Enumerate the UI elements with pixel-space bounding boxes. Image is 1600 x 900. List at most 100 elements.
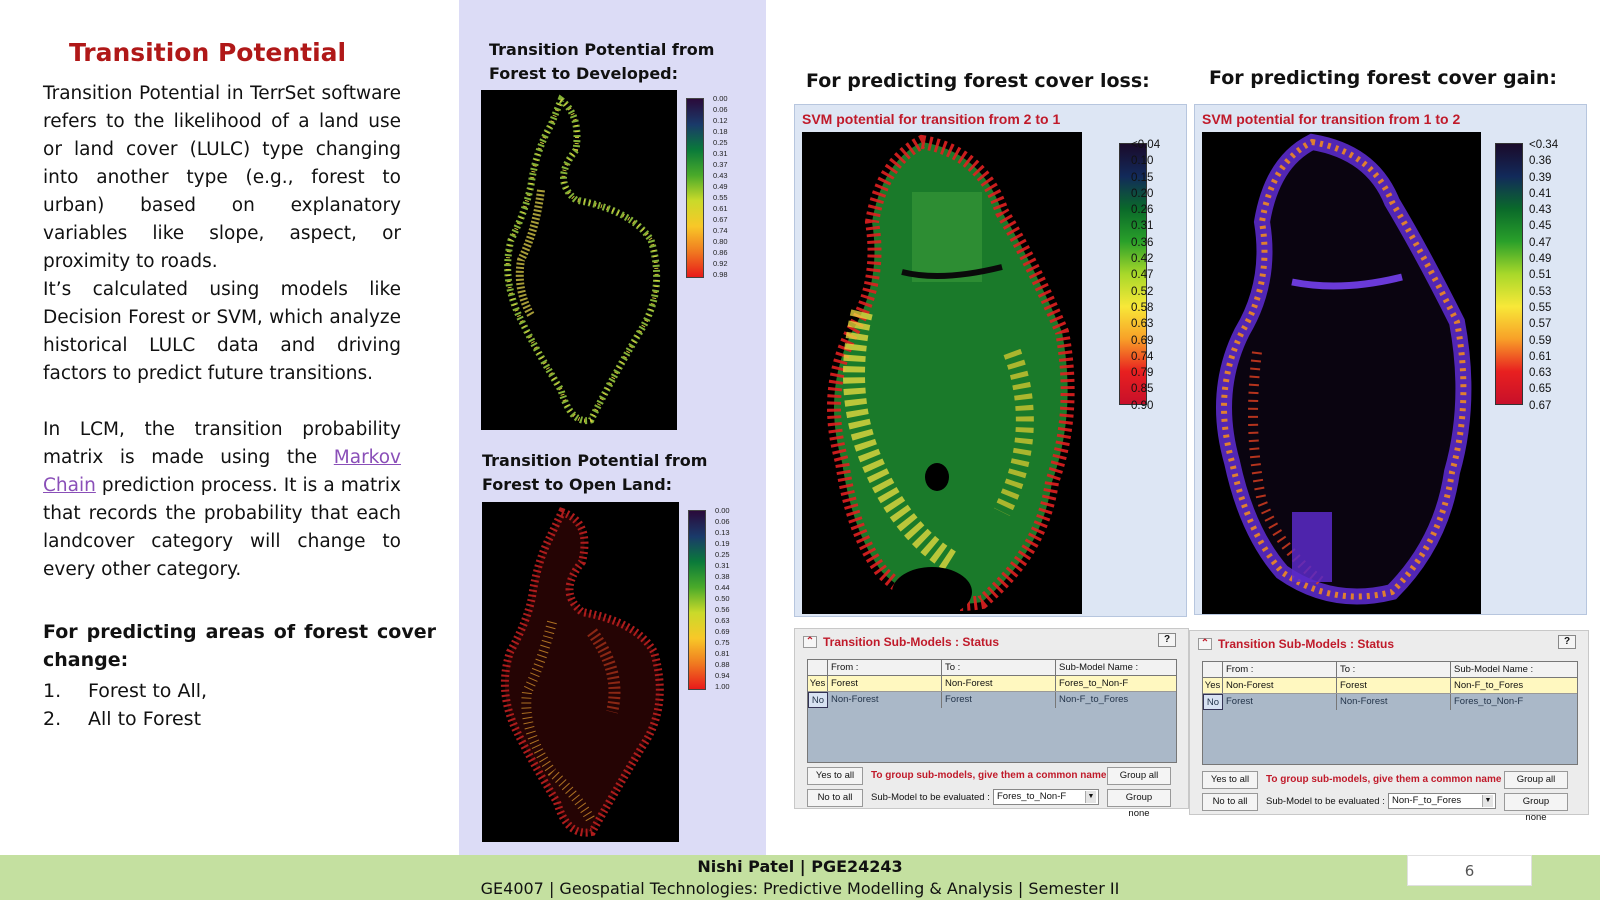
- yes-to-all-button[interactable]: Yes to all: [1202, 771, 1258, 789]
- submodel-dialog-loss: ⌃ Transition Sub-Models : Status ? From …: [794, 628, 1189, 819]
- svm-gain-title: SVM potential for transition from 1 to 2: [1202, 111, 1461, 127]
- grid-header-from: From :: [828, 660, 942, 675]
- svm-loss-legend-colorbar: [1119, 143, 1147, 405]
- legend-label: 0.00: [713, 94, 728, 103]
- legend-label: 0.26: [1131, 204, 1154, 217]
- paragraph-definition: Transition Potential in TerrSet software…: [43, 80, 401, 388]
- forest-change-list: 1. Forest to All, 2. All to Forest: [43, 677, 207, 733]
- legend-label: 0.59: [1529, 334, 1552, 347]
- legend-label: 0.85: [1131, 383, 1154, 396]
- grid-header-row: From : To : Sub-Model Name :: [808, 660, 1176, 676]
- legend-label: 0.94: [715, 671, 730, 680]
- row-flag[interactable]: Yes: [808, 676, 828, 691]
- group-all-button[interactable]: Group all: [1107, 767, 1171, 785]
- svm-loss-panel: SVM potential for transition from 2 to 1…: [794, 104, 1187, 617]
- legend-label: 0.13: [715, 528, 730, 537]
- legend-label: 0.36: [1131, 236, 1154, 249]
- dialog-title-text: Transition Sub-Models : Status: [1218, 637, 1395, 651]
- paragraph-definition-b: It’s calculated using models like Decisi…: [43, 279, 401, 384]
- map2-image: [500, 507, 664, 837]
- grid-header-from: From :: [1223, 662, 1337, 677]
- row-from: Forest: [1223, 694, 1337, 710]
- legend-label: 0.61: [713, 204, 728, 213]
- map2-caption-line1: Transition Potential from: [482, 451, 708, 470]
- table-row[interactable]: Yes Non-Forest Forest Non-F_to_Fores: [1203, 678, 1577, 694]
- table-row[interactable]: No Forest Non-Forest Fores_to_Non-F: [1203, 694, 1577, 710]
- legend-label: 0.67: [713, 215, 728, 224]
- legend-label: 0.69: [1131, 334, 1154, 347]
- legend-label: 0.47: [1529, 236, 1552, 249]
- legend-label: 0.44: [715, 583, 730, 592]
- page-number: 6: [1407, 855, 1532, 886]
- legend-label: 0.74: [1131, 350, 1154, 363]
- paragraph-markov: In LCM, the transition probability matri…: [43, 416, 401, 584]
- grid-header-to: To :: [942, 660, 1056, 675]
- legend-label: 0.39: [1529, 171, 1552, 184]
- row-flag[interactable]: No: [808, 692, 828, 708]
- legend-label: 0.53: [1529, 285, 1552, 298]
- collapse-chevron-icon[interactable]: ⌃: [1198, 638, 1212, 650]
- list-item: 1. Forest to All,: [43, 677, 207, 705]
- svm-gain-legend-colorbar: [1495, 143, 1523, 405]
- no-to-all-button[interactable]: No to all: [1202, 793, 1258, 811]
- legend-label: 0.31: [713, 149, 728, 158]
- legend-label: 0.10: [1131, 155, 1154, 168]
- row-flag[interactable]: No: [1203, 694, 1223, 710]
- row-name[interactable]: Fores_to_Non-F: [1454, 696, 1524, 707]
- list-number: 1.: [43, 680, 62, 702]
- dropdown-arrow-icon[interactable]: ▼: [1482, 795, 1493, 807]
- no-to-all-button[interactable]: No to all: [807, 789, 863, 807]
- map-forest-to-developed: [481, 90, 677, 430]
- legend-label: 0.86: [713, 248, 728, 257]
- row-name[interactable]: Non-F_to_Fores: [1059, 694, 1129, 705]
- table-row[interactable]: No Non-Forest Forest Non-F_to_Fores: [808, 692, 1176, 708]
- row-name[interactable]: Fores_to_Non-F: [1059, 678, 1129, 689]
- legend-label: 0.81: [715, 649, 730, 658]
- table-row[interactable]: Yes Forest Non-Forest Fores_to_Non-F: [808, 676, 1176, 692]
- help-button[interactable]: ?: [1558, 635, 1576, 649]
- group-all-button[interactable]: Group all: [1504, 771, 1568, 789]
- legend-label: 0.88: [715, 660, 730, 669]
- group-none-button[interactable]: Group none: [1504, 793, 1568, 823]
- legend-label: 0.69: [715, 627, 730, 636]
- legend-label: 0.55: [713, 193, 728, 202]
- legend-label: 0.61: [1529, 350, 1552, 363]
- legend-label: 0.63: [715, 616, 730, 625]
- map1-caption-line1: Transition Potential from: [489, 40, 715, 59]
- map1-legend-colorbar: [686, 98, 704, 278]
- map2-legend-colorbar: [688, 510, 706, 690]
- row-flag[interactable]: Yes: [1203, 678, 1223, 693]
- submodel-select[interactable]: Non-F_to_Fores ▼: [1388, 793, 1496, 809]
- paragraph-markov-start: In LCM, the transition probability matri…: [43, 419, 401, 468]
- legend-label: 0.80: [713, 237, 728, 246]
- submodel-select[interactable]: Fores_to_Non-F ▼: [993, 789, 1099, 805]
- paragraph-markov-end: prediction process. It is a matrix that …: [43, 475, 401, 580]
- row-name[interactable]: Non-F_to_Fores: [1454, 680, 1524, 691]
- markov-chain-link[interactable]: Markov Chain: [43, 447, 401, 496]
- yes-to-all-button[interactable]: Yes to all: [807, 767, 863, 785]
- group-none-button[interactable]: Group none: [1107, 789, 1171, 819]
- list-text: Forest to All,: [88, 680, 208, 702]
- legend-label: 0.00: [715, 506, 730, 515]
- legend-label: 0.12: [713, 116, 728, 125]
- submodel-grid: From : To : Sub-Model Name : Yes Forest …: [807, 659, 1177, 763]
- row-to: Non-Forest: [942, 676, 1056, 691]
- legend-label: 0.20: [1131, 187, 1154, 200]
- svm-loss-legend: <0.04 0.10 0.15 0.20 0.26 0.31 0.36 0.42 0.47 0.5…: [1131, 137, 1160, 414]
- collapse-chevron-icon[interactable]: ⌃: [803, 636, 817, 648]
- legend-label: 0.58: [1131, 301, 1154, 314]
- legend-label: 0.38: [715, 572, 730, 581]
- legend-label: 0.50: [715, 594, 730, 603]
- submodel-select-value: Non-F_to_Fores: [1392, 795, 1462, 806]
- help-button[interactable]: ?: [1158, 633, 1176, 647]
- legend-label: 0.06: [715, 517, 730, 526]
- svm-gain-legend: <0.34 0.36 0.39 0.41 0.43 0.45 0.47 0.49 0.51 0.5…: [1529, 137, 1558, 414]
- row-from: Forest: [828, 676, 942, 691]
- grid-header-to: To :: [1337, 662, 1451, 677]
- submodel-select-value: Fores_to_Non-F: [997, 791, 1067, 802]
- submodel-grid: From : To : Sub-Model Name : Yes Non-For…: [1202, 661, 1578, 765]
- paragraph-definition-a: Transition Potential in TerrSet software…: [43, 83, 401, 272]
- legend-label: 0.63: [1131, 318, 1154, 331]
- dropdown-arrow-icon[interactable]: ▼: [1085, 791, 1096, 803]
- grid-header-name: Sub-Model Name :: [1059, 662, 1139, 673]
